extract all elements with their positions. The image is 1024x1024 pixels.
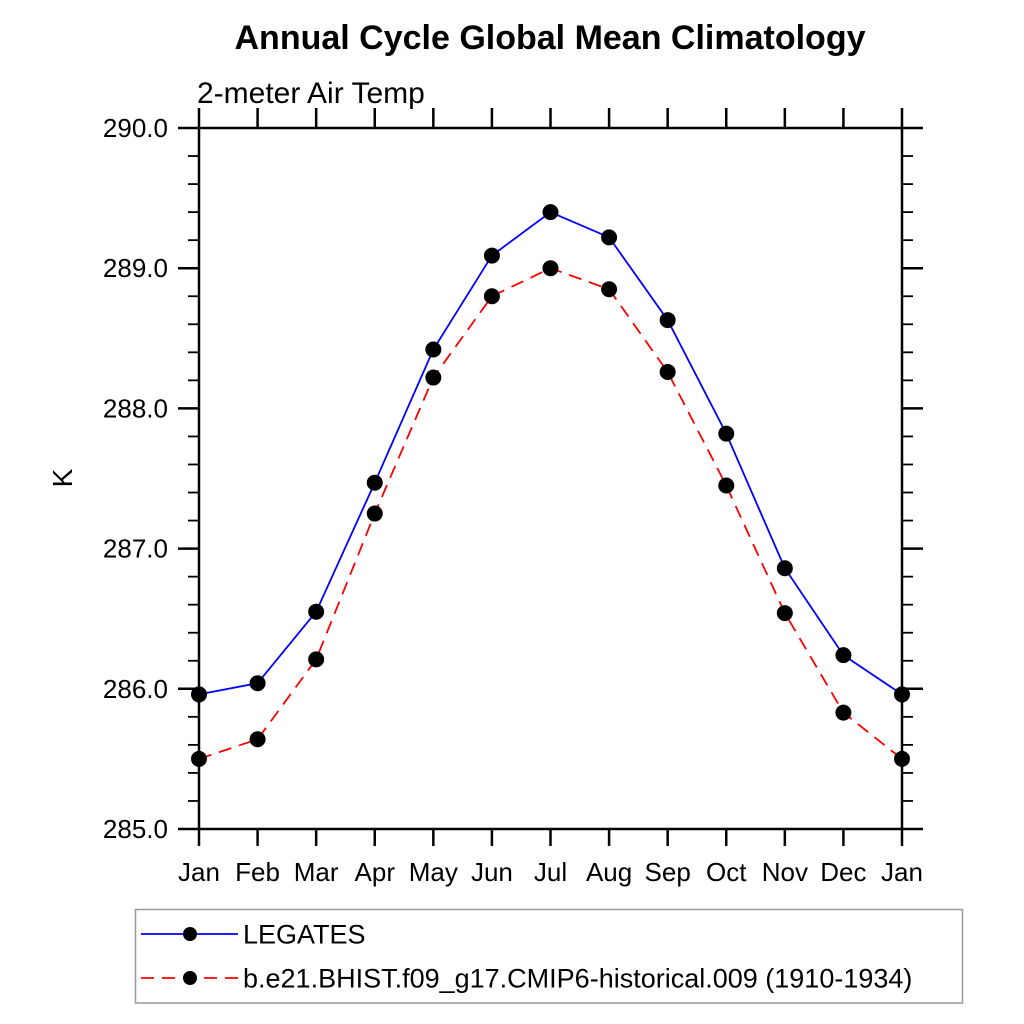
x-tick-label: Jul <box>534 857 567 887</box>
data-point-marker <box>601 229 618 246</box>
y-tick-label: 288.0 <box>103 393 168 423</box>
data-point-marker <box>249 675 266 692</box>
data-point-marker <box>718 425 735 442</box>
legend-label-legates: LEGATES <box>243 920 366 950</box>
y-tick-label: 289.0 <box>103 253 168 283</box>
legend-box <box>134 908 964 1004</box>
chart-title: Annual Cycle Global Mean Climatology <box>235 19 866 57</box>
x-tick-label: Sep <box>645 857 691 887</box>
data-point-marker <box>308 603 325 620</box>
data-point-marker <box>191 750 207 767</box>
data-point-marker <box>776 560 793 577</box>
data-point-marker <box>483 288 500 305</box>
x-tick-label: May <box>409 857 458 887</box>
data-point-marker <box>835 647 852 664</box>
legend-label-model: b.e21.BHIST.f09_g17.CMIP6-historical.009… <box>243 964 912 994</box>
data-point-marker <box>191 686 207 703</box>
data-point-marker <box>308 651 325 668</box>
y-axis-title: K <box>47 468 78 487</box>
y-tick-label: 285.0 <box>103 814 168 844</box>
data-point-marker <box>542 204 559 221</box>
x-tick-label: Dec <box>820 857 866 887</box>
x-tick-label: Jun <box>471 857 513 887</box>
data-point-marker <box>601 281 618 298</box>
x-tick-label: Feb <box>235 857 280 887</box>
x-tick-label: Apr <box>355 857 396 887</box>
data-point-marker <box>659 312 676 329</box>
x-tick-label: Nov <box>762 857 808 887</box>
data-point-marker <box>366 505 383 522</box>
chart-subtitle: 2-meter Air Temp <box>197 77 425 110</box>
legend: LEGATES b.e21.BHIST.f09_g17.CMIP6-histor… <box>134 908 964 1004</box>
data-point-marker <box>894 750 910 767</box>
data-point-marker <box>659 363 676 380</box>
legend-marker-icon <box>183 927 197 941</box>
data-point-marker <box>894 686 910 703</box>
x-tick-label: Aug <box>586 857 632 887</box>
data-point-marker <box>249 731 266 748</box>
legend-marker-icon <box>183 971 197 985</box>
y-tick-label: 286.0 <box>103 674 168 704</box>
y-tick-label: 290.0 <box>103 113 168 143</box>
data-point-marker <box>835 704 852 721</box>
data-point-marker <box>366 474 383 491</box>
x-tick-label: Jan <box>881 857 923 887</box>
data-point-marker <box>425 341 442 358</box>
plot-frame <box>197 126 904 831</box>
x-tick-label: Jan <box>178 857 220 887</box>
data-point-marker <box>425 369 442 386</box>
x-tick-label: Mar <box>294 857 339 887</box>
plot-area: Jan Feb Mar Apr May Jun Jul Aug Sep Oct Nov Dec Jan 2… <box>103 108 923 887</box>
series-line-0 <box>198 211 903 696</box>
data-point-marker <box>718 477 735 494</box>
series-line-1 <box>198 267 903 760</box>
x-tick-label: Oct <box>706 857 747 887</box>
data-point-marker <box>776 605 793 622</box>
data-point-marker <box>542 260 559 277</box>
y-tick-label: 287.0 <box>103 534 168 564</box>
data-point-marker <box>483 247 500 264</box>
